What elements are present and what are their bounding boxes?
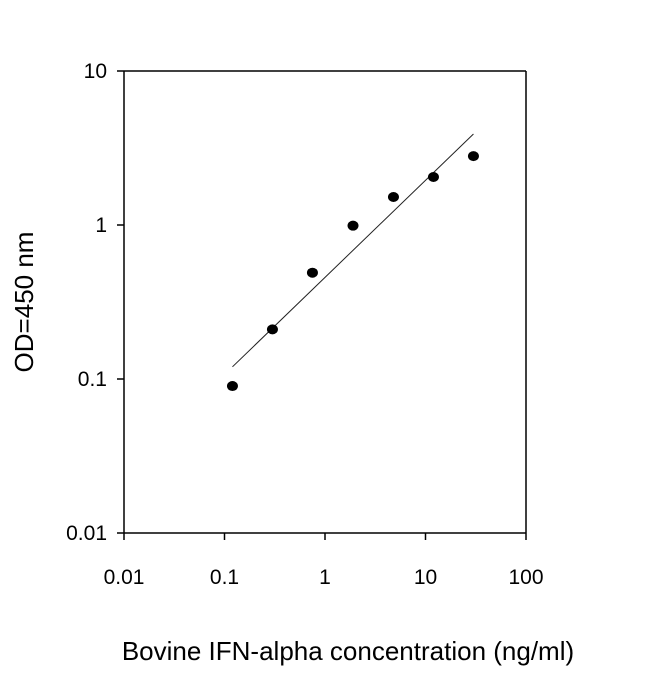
data-point xyxy=(467,151,479,162)
data-point xyxy=(347,220,359,231)
data-point xyxy=(387,191,399,202)
y-ticks: 0.01 0.1 1 10 xyxy=(66,60,124,545)
x-tick-label: 1 xyxy=(319,566,331,589)
plot-area xyxy=(123,70,527,534)
data-points-layer xyxy=(226,151,479,392)
y-tick-label: 10 xyxy=(84,60,107,83)
x-tick-label: 0.1 xyxy=(210,566,239,589)
x-tick-label: 0.01 xyxy=(104,566,145,589)
y-tick-label: 0.1 xyxy=(78,368,107,391)
x-ticks: 0.01 0.1 1 10 100 xyxy=(104,533,544,589)
data-point xyxy=(226,381,238,392)
data-point xyxy=(266,324,278,335)
y-tick-label: 0.01 xyxy=(66,522,107,545)
x-tick-label: 100 xyxy=(508,566,543,589)
x-axis-title: Bovine IFN-alpha concentration (ng/ml) xyxy=(122,636,574,666)
data-point xyxy=(306,267,318,278)
x-tick-label: 10 xyxy=(414,566,437,589)
data-point xyxy=(427,171,439,182)
y-tick-label: 1 xyxy=(95,214,107,237)
y-axis-title: OD=450 nm xyxy=(9,232,39,373)
